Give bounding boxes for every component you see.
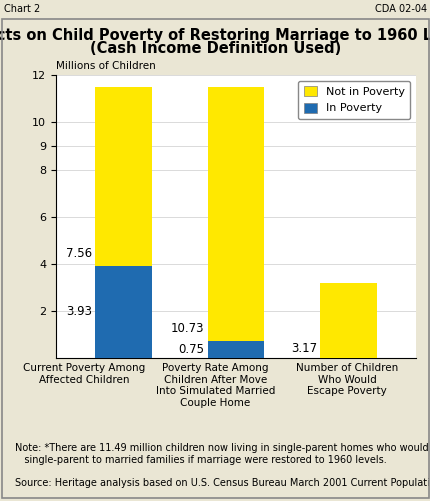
Text: Millions of Children: Millions of Children bbox=[56, 61, 155, 71]
Text: Source: Heritage analysis based on U.S. Census Bureau March 2001 Current Populat: Source: Heritage analysis based on U.S. … bbox=[15, 478, 430, 488]
Text: Number of Children
Who Would
Escape Poverty: Number of Children Who Would Escape Pove… bbox=[295, 363, 397, 396]
Text: 3.17: 3.17 bbox=[290, 342, 316, 355]
Text: Poverty Rate Among
Children After Move
Into Simulated Married
Couple Home: Poverty Rate Among Children After Move I… bbox=[156, 363, 274, 408]
Text: 0.75: 0.75 bbox=[178, 343, 204, 356]
Text: Current Poverty Among
Affected Children: Current Poverty Among Affected Children bbox=[23, 363, 145, 385]
Text: 7.56: 7.56 bbox=[66, 246, 92, 260]
Bar bbox=[319, 284, 376, 358]
Text: 10.73: 10.73 bbox=[171, 322, 204, 335]
Text: (Cash Income Definition Used): (Cash Income Definition Used) bbox=[90, 41, 340, 56]
Text: 3.93: 3.93 bbox=[66, 306, 92, 318]
Bar bbox=[95, 266, 151, 358]
Text: Chart 2: Chart 2 bbox=[4, 4, 40, 14]
Legend: Not in Poverty, In Poverty: Not in Poverty, In Poverty bbox=[297, 81, 409, 119]
Bar bbox=[95, 87, 151, 266]
Text: Effects on Child Poverty of Restoring Marriage to 1960 Level: Effects on Child Poverty of Restoring Ma… bbox=[0, 28, 430, 43]
Text: CDA 02-04: CDA 02-04 bbox=[374, 4, 426, 14]
Text: Note: *There are 11.49 million children now living in single-parent homes who wo: Note: *There are 11.49 million children … bbox=[15, 443, 430, 465]
Bar bbox=[207, 87, 264, 341]
Bar bbox=[207, 341, 264, 358]
